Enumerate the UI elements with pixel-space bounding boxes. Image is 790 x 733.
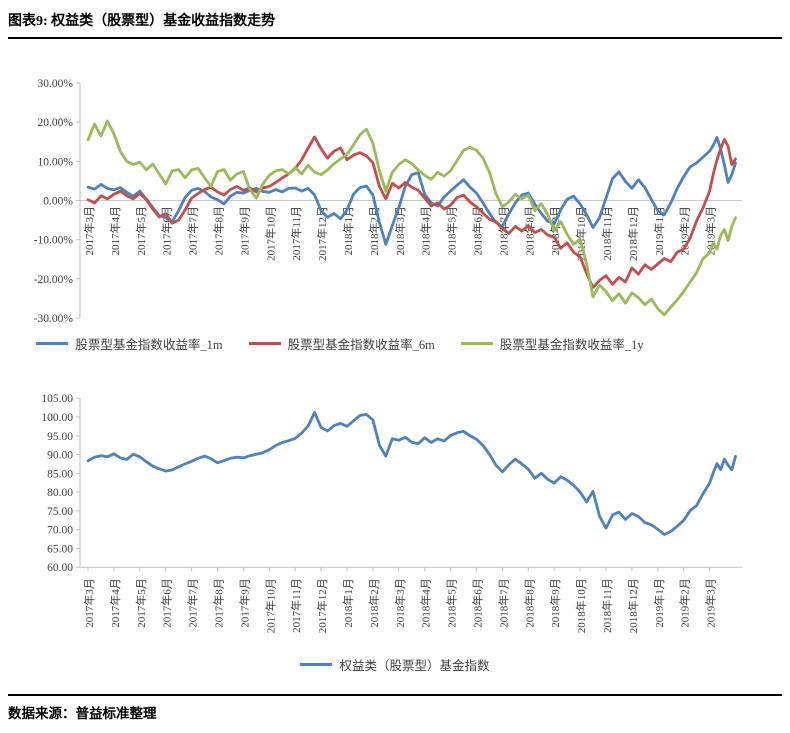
legend-item-6m: 股票型基金指数收益率_6m (248, 334, 435, 353)
svg-text:2017年7月: 2017年7月 (186, 578, 200, 628)
svg-text:2018年12月: 2018年12月 (626, 206, 640, 261)
svg-text:2017年11月: 2017年11月 (289, 578, 303, 633)
svg-text:2017年3月: 2017年3月 (82, 578, 96, 628)
svg-text:2017年8月: 2017年8月 (212, 578, 226, 628)
svg-text:2017年10月: 2017年10月 (263, 578, 277, 633)
svg-text:2018年11月: 2018年11月 (600, 206, 614, 261)
line-swatch-1y (460, 341, 493, 346)
svg-text:100.00: 100.00 (41, 412, 73, 424)
line-swatch-index (300, 662, 333, 667)
legend-item-index: 权益类（股票型）基金指数 (300, 655, 490, 674)
svg-text:2018年8月: 2018年8月 (522, 578, 536, 628)
svg-text:2017年5月: 2017年5月 (134, 206, 148, 256)
svg-text:-20.00%: -20.00% (34, 274, 74, 286)
svg-text:2017年8月: 2017年8月 (212, 206, 226, 256)
title-divider (8, 37, 782, 39)
svg-text:2017年4月: 2017年4月 (108, 578, 122, 628)
legend-label-1y: 股票型基金指数收益率_1y (499, 338, 644, 352)
svg-text:2018年11月: 2018年11月 (600, 578, 614, 633)
footer-divider (8, 694, 782, 696)
svg-text:2018年9月: 2018年9月 (548, 578, 562, 628)
svg-text:2018年6月: 2018年6月 (471, 578, 485, 628)
svg-text:2017年11月: 2017年11月 (289, 206, 303, 261)
svg-text:70.00: 70.00 (47, 525, 73, 537)
svg-text:2018年4月: 2018年4月 (419, 206, 433, 256)
legend-label-6m: 股票型基金指数收益率_6m (287, 338, 435, 352)
svg-text:65.00: 65.00 (47, 543, 73, 555)
legend-item-1y: 股票型基金指数收益率_1y (460, 334, 644, 353)
svg-text:95.00: 95.00 (47, 431, 73, 443)
svg-text:2018年1月: 2018年1月 (341, 578, 355, 628)
svg-text:2018年1月: 2018年1月 (341, 206, 355, 256)
svg-text:2018年7月: 2018年7月 (496, 578, 510, 628)
svg-text:2017年9月: 2017年9月 (237, 206, 251, 256)
svg-text:105.00: 105.00 (41, 393, 73, 405)
legend-item-1m: 股票型基金指数收益率_1m (36, 334, 223, 353)
line-swatch-1m (36, 341, 69, 346)
legend-label-1m: 股票型基金指数收益率_1m (75, 338, 223, 352)
svg-text:60.00: 60.00 (47, 562, 73, 574)
svg-text:2018年3月: 2018年3月 (393, 578, 407, 628)
svg-text:2017年3月: 2017年3月 (82, 206, 96, 256)
svg-text:85.00: 85.00 (47, 468, 73, 480)
svg-text:-10.00%: -10.00% (34, 235, 74, 247)
svg-text:2019年1月: 2019年1月 (652, 206, 666, 256)
svg-text:2018年4月: 2018年4月 (419, 578, 433, 628)
svg-text:2017年10月: 2017年10月 (263, 206, 277, 261)
svg-text:2018年6月: 2018年6月 (471, 206, 485, 256)
svg-text:2018年2月: 2018年2月 (367, 578, 381, 628)
legend-label-index: 权益类（股票型）基金指数 (339, 659, 490, 673)
svg-text:2017年4月: 2017年4月 (108, 206, 122, 256)
svg-text:2019年2月: 2019年2月 (678, 578, 692, 628)
svg-text:2017年7月: 2017年7月 (186, 206, 200, 256)
svg-text:2018年10月: 2018年10月 (574, 206, 588, 261)
data-source-note: 数据来源：普益标准整理 (8, 706, 157, 721)
svg-text:75.00: 75.00 (47, 506, 73, 518)
svg-text:2017年6月: 2017年6月 (160, 578, 174, 628)
svg-text:2018年10月: 2018年10月 (574, 578, 588, 633)
svg-text:0.00%: 0.00% (43, 196, 73, 208)
svg-text:10.00%: 10.00% (38, 156, 74, 168)
returns-chart-legend: 股票型基金指数收益率_1m 股票型基金指数收益率_6m 股票型基金指数收益率_1… (0, 334, 680, 353)
svg-text:30.00%: 30.00% (38, 78, 74, 90)
index-chart-legend: 权益类（股票型）基金指数 (0, 655, 790, 674)
svg-text:2019年1月: 2019年1月 (652, 578, 666, 628)
svg-text:2018年12月: 2018年12月 (626, 578, 640, 633)
svg-text:2017年12月: 2017年12月 (315, 578, 329, 633)
svg-text:90.00: 90.00 (47, 450, 73, 462)
svg-text:2017年12月: 2017年12月 (315, 206, 329, 261)
svg-text:-30.00%: -30.00% (34, 313, 74, 325)
line-swatch-6m (248, 341, 281, 346)
svg-text:80.00: 80.00 (47, 487, 73, 499)
page-title: 图表9: 权益类（股票型）基金收益指数走势 (8, 14, 276, 29)
svg-text:20.00%: 20.00% (38, 117, 74, 129)
svg-text:2018年5月: 2018年5月 (445, 578, 459, 628)
svg-text:2017年5月: 2017年5月 (134, 578, 148, 628)
svg-text:2018年5月: 2018年5月 (445, 206, 459, 256)
svg-text:2017年9月: 2017年9月 (237, 578, 251, 628)
svg-text:2019年3月: 2019年3月 (704, 578, 718, 628)
svg-text:2018年8月: 2018年8月 (522, 206, 536, 256)
